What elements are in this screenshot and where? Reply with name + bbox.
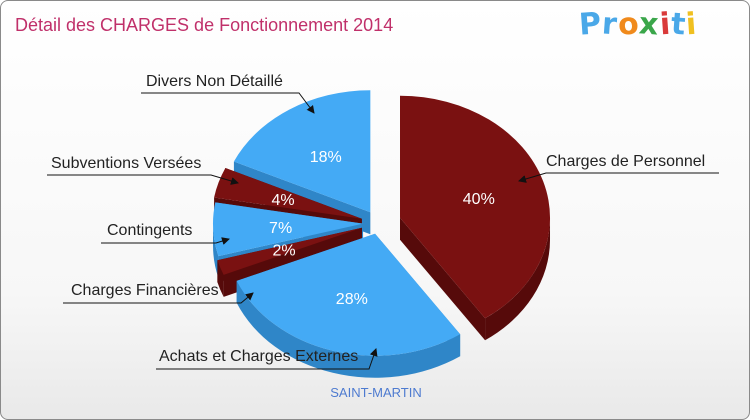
pie-slice-top: [236, 233, 461, 356]
pie-slice-percent: 28%: [336, 291, 368, 308]
pie-tops: 18% 40% 4% 7% 2% 28%: [213, 90, 551, 378]
pie-slice-top: [233, 90, 371, 213]
leader-line: [141, 92, 315, 114]
leader-line: [156, 348, 378, 370]
leader-line: [101, 237, 230, 245]
pie-category-label: Divers Non Détaillé: [146, 73, 283, 90]
pie-slice-wall: [400, 217, 486, 341]
pie-slice-side: [485, 217, 551, 341]
pie-slice-side: [213, 223, 219, 279]
pie-category-label: Achats et Charges Externes: [159, 348, 358, 365]
pie-slice: 40%: [400, 95, 551, 341]
pie-labels: Charges de Personnel Achats et Charges Ex…: [47, 73, 719, 370]
pie-slice-percent: 7%: [269, 220, 292, 237]
pie-slice-percent: 18%: [310, 149, 342, 166]
pie-category-label: Charges de Personnel: [546, 153, 705, 170]
pie-slice-top: [213, 202, 364, 257]
pie-slice: 28%: [236, 233, 461, 378]
pie-category-label: Contingents: [107, 222, 192, 239]
pie-slice-percent: 4%: [271, 192, 294, 209]
chart-title: Détail des CHARGES de Fonctionnement 201…: [15, 15, 394, 35]
pie-slice-side: [236, 280, 461, 378]
pie-slice-wall: [217, 227, 362, 283]
leader-line: [63, 292, 254, 304]
pie-category-label: Subventions Versées: [51, 155, 201, 172]
pie-slice-top: [217, 227, 362, 275]
pie-slice-percent: 2%: [272, 243, 295, 260]
leader-line: [47, 174, 239, 185]
pie-slice-side: [217, 260, 224, 297]
pie-category-label: Charges Financières: [71, 282, 219, 299]
commune-label: SAINT-MARTIN: [330, 385, 422, 400]
pie-slice-top: [214, 168, 362, 219]
pie-slice-top: [400, 95, 551, 319]
leader-line: [518, 172, 719, 183]
pie-slice-percent: 40%: [463, 191, 495, 208]
